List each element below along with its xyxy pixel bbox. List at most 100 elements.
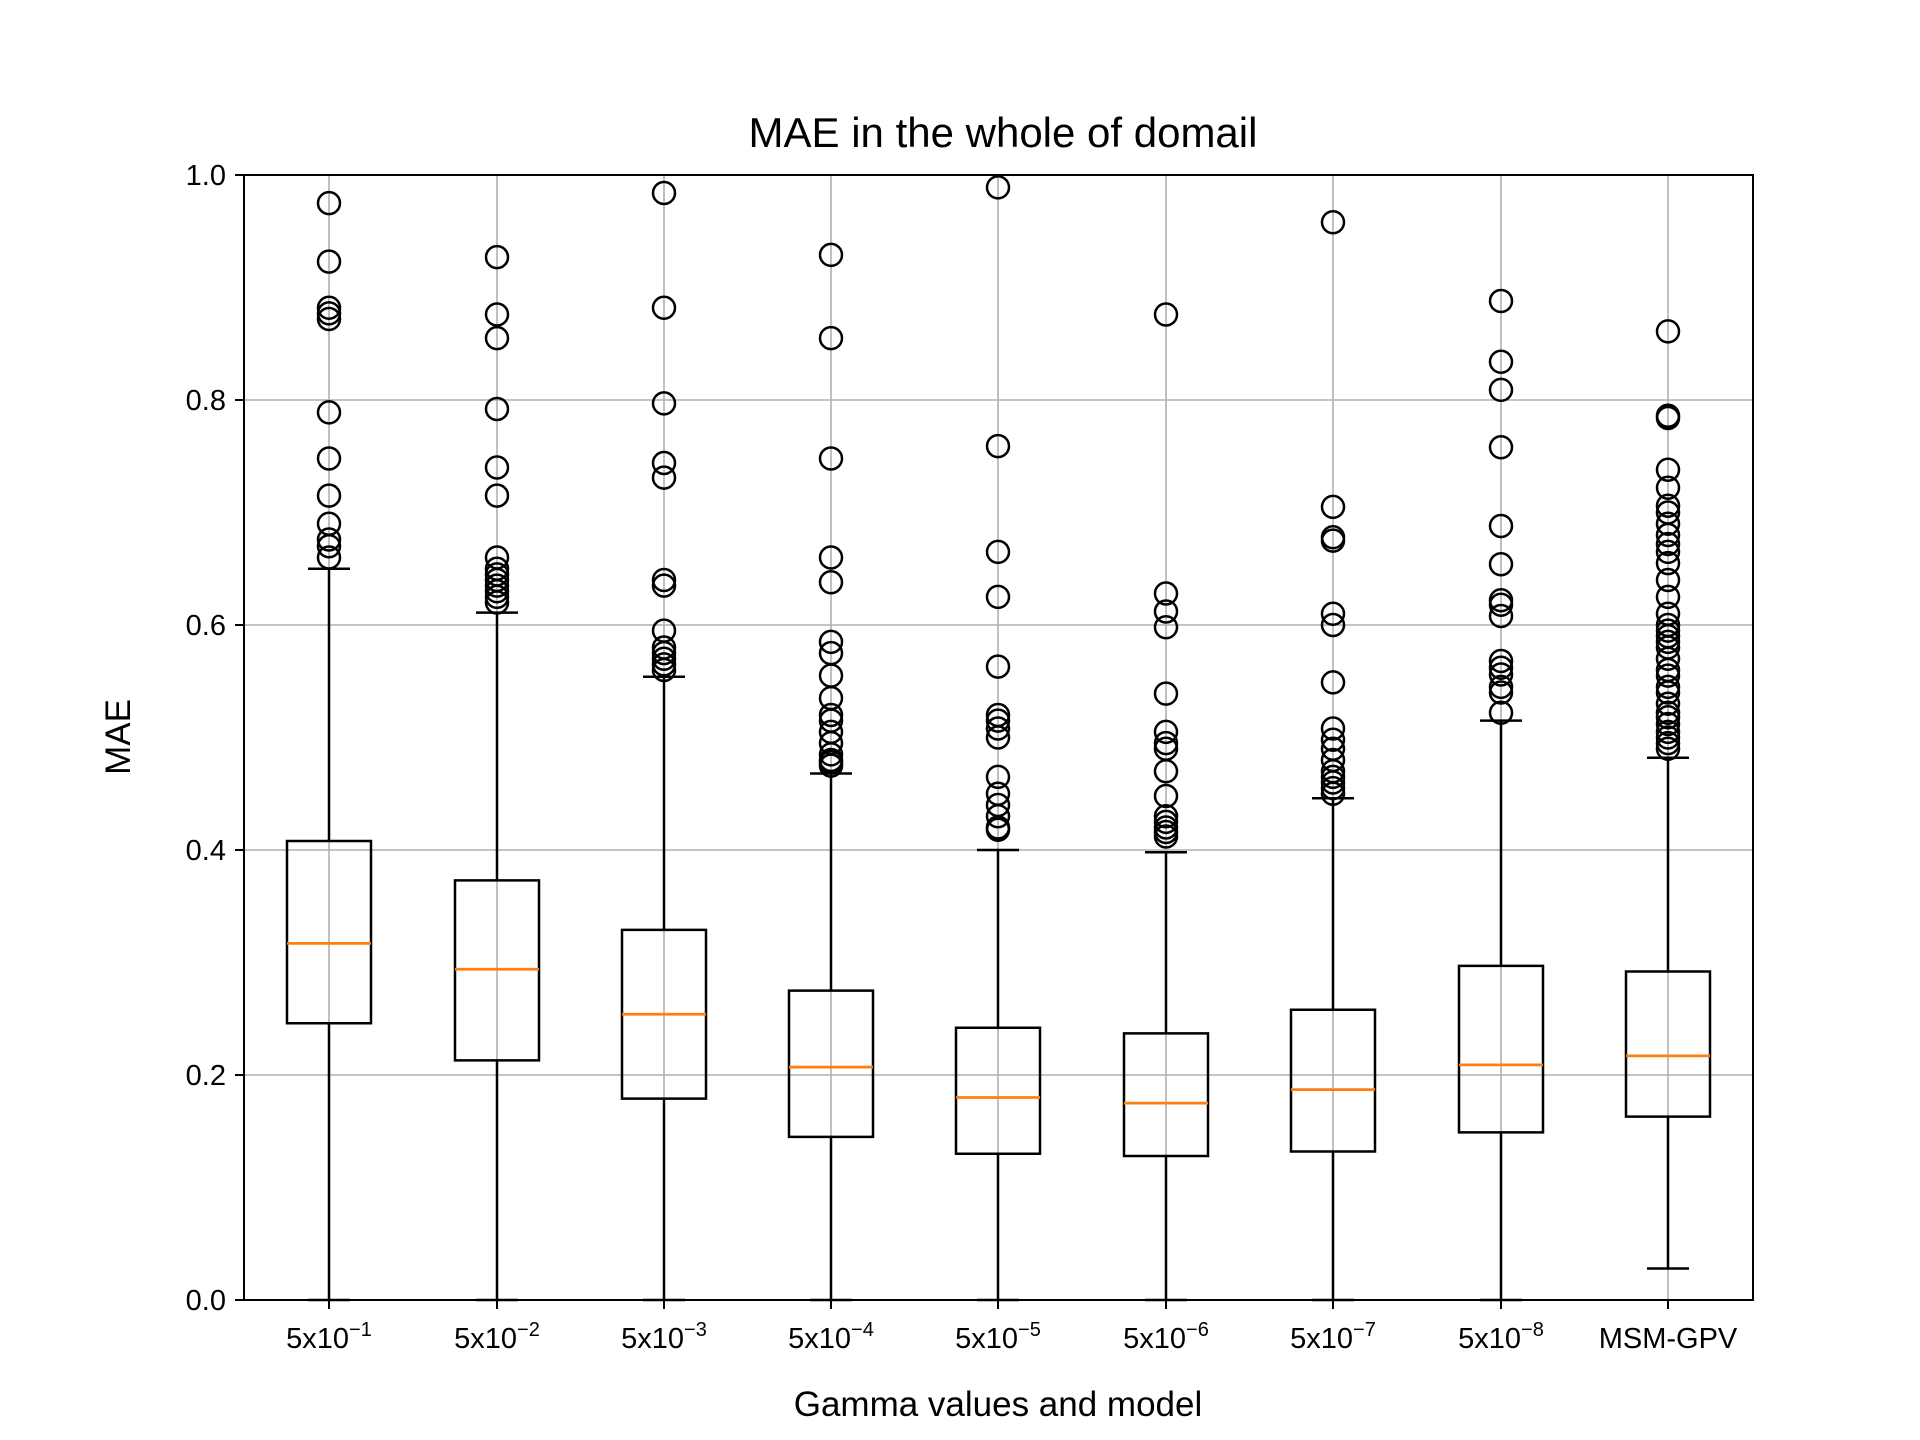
outlier-point [1320,716,1346,741]
outlier-point [1320,764,1346,790]
outlier-point [985,708,1011,733]
outlier-point [1488,674,1514,700]
box [1289,1008,1377,1153]
outlier-point [985,433,1011,459]
outlier-point [985,725,1011,750]
outlier-point [1488,288,1514,314]
outlier-point [1655,730,1681,756]
outlier-point [818,742,844,767]
box [787,989,875,1139]
outlier-point [1153,302,1179,327]
outlier-point [1153,759,1179,784]
x-tick-label-exponent: −6 [1186,1319,1209,1341]
outlier-point [985,804,1011,829]
outlier-point [316,527,342,552]
y-tick-label: 0.6 [186,610,226,642]
x-tick-label-exponent: −5 [1018,1319,1041,1341]
outlier-point [651,652,677,677]
outlier-point [316,295,342,320]
x-tick-label: 5x10−1 [286,1319,372,1355]
outlier-point [1153,730,1179,756]
outlier-point [484,584,510,610]
outlier-point [1320,494,1346,520]
outlier-point [1655,522,1681,548]
y-tick-label: 0.4 [186,835,226,867]
y-tick-label: 0.0 [186,1285,226,1317]
outlier-point [316,301,342,326]
outlier-point [985,817,1011,842]
outlier-point [484,590,510,615]
x-tick-label: MSM-GPV [1599,1323,1738,1355]
outlier-point [1320,781,1346,806]
outlier-point [1655,663,1681,688]
outlier-point [818,545,844,570]
outlier-point [1655,584,1681,610]
outlier-point [1488,435,1514,460]
outlier-point [651,573,677,598]
outlier-point [818,242,844,268]
x-tick-label-base: 5x10 [454,1323,517,1355]
outlier-point [484,573,510,598]
outlier-point [1488,513,1514,539]
outlier-point [985,716,1011,741]
outlier-point [1655,475,1681,500]
outlier-point [1320,670,1346,695]
outlier-point [1153,809,1179,835]
outlier-point [985,654,1011,679]
outlier-point [316,190,342,216]
outlier-point [1488,662,1514,687]
outlier-point [651,391,677,416]
x-tick-label-exponent: −2 [517,1319,540,1341]
outlier-point [484,579,510,604]
outlier-point [1153,783,1179,809]
outlier-point [1488,592,1514,617]
chart-title: MAE in the whole of domail [749,109,1258,156]
box-group [1457,719,1545,1302]
x-tick-label-base: 5x10 [1458,1323,1521,1355]
outlier-point [651,450,677,476]
outlier-point [985,584,1011,610]
outlier-point [985,175,1011,200]
x-tick-label: 5x10−5 [955,1319,1041,1355]
x-tick-label: 5x10−2 [454,1319,540,1355]
outlier-point [484,302,510,327]
y-tick-label: 0.2 [186,1060,226,1092]
outlier-point [316,446,342,471]
x-tick-label-exponent: −3 [684,1319,707,1341]
x-axis: 5x10−1 5x10−2 5x10−3 5x10−4 5x10−5 5x10−6 5x10… [286,1300,1738,1355]
outliers [316,175,1681,849]
outlier-point [1320,775,1346,801]
outlier-point [985,764,1011,790]
outlier-point [1655,711,1681,737]
outlier-point [1488,680,1514,705]
outlier-point [316,306,342,332]
outlier-point [1153,824,1179,849]
x-tick-label-base: MSM-GPV [1599,1323,1738,1355]
box [1457,964,1545,1134]
outlier-point [316,400,342,425]
outlier-point [1488,552,1514,577]
x-tick-label-base: 5x10 [1290,1323,1353,1355]
outlier-point [1655,539,1681,565]
outlier-point [651,646,677,671]
outlier-point [316,483,342,508]
box-group [1624,756,1712,1270]
box-group [1289,797,1377,1302]
outlier-point [1655,319,1681,344]
x-tick-label-exponent: −7 [1353,1319,1376,1341]
outlier-point [1488,349,1514,374]
box [1624,970,1712,1118]
outlier-point [1488,603,1514,629]
outlier-point [1655,550,1681,576]
outlier-point [1488,700,1514,725]
outlier-point [484,455,510,480]
outlier-point [1655,511,1681,536]
x-tick-label-exponent: −1 [349,1319,372,1341]
outlier-point [1655,674,1681,700]
boxes [285,567,1712,1302]
x-tick-label: 5x10−7 [1290,1319,1376,1355]
x-tick-label: 5x10−6 [1123,1319,1209,1355]
outlier-point [484,396,510,422]
outlier-point [1153,581,1179,606]
